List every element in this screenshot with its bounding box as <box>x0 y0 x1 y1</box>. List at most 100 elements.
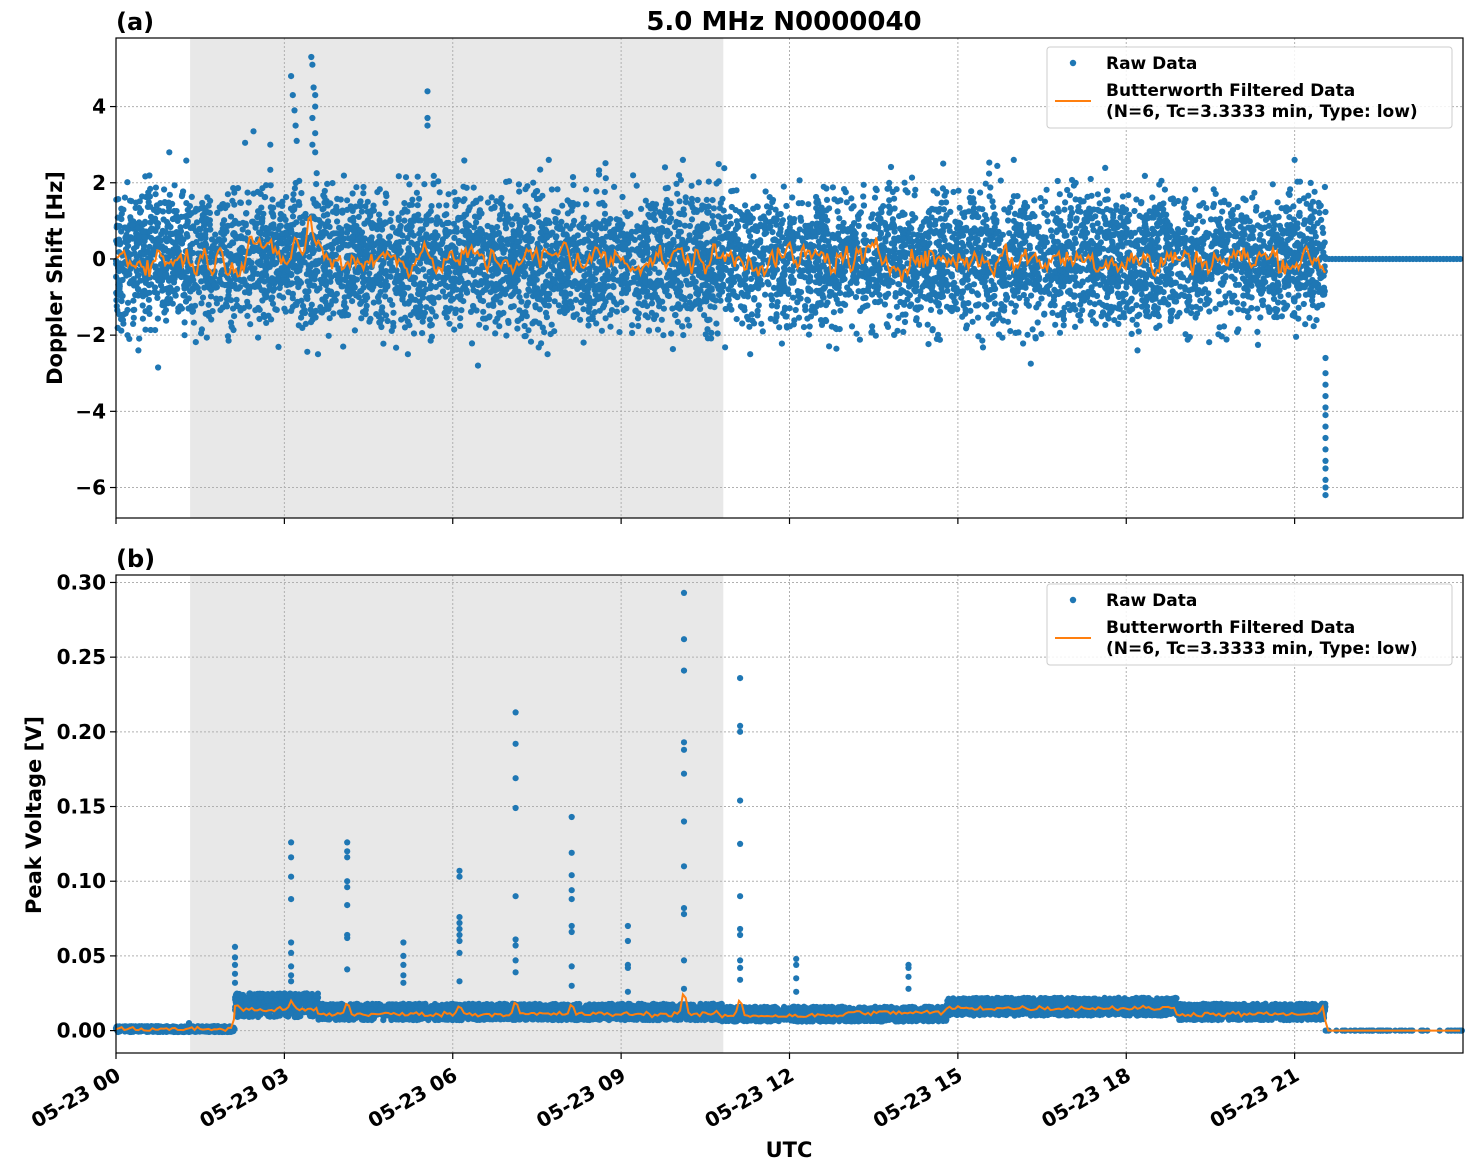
raw-data-point <box>871 194 879 201</box>
raw-data-point <box>321 194 328 201</box>
raw-data-point <box>1049 309 1056 316</box>
raw-data-point <box>239 226 246 233</box>
raw-data-point <box>618 299 625 306</box>
raw-data-point <box>1228 273 1235 280</box>
raw-data-point <box>1099 309 1107 316</box>
raw-data-point <box>782 313 789 320</box>
raw-data-point <box>548 186 556 193</box>
raw-data-point <box>366 279 373 286</box>
raw-data-point <box>277 216 284 223</box>
raw-data-point <box>298 190 305 197</box>
raw-data-point <box>1073 217 1080 224</box>
raw-data-point <box>1257 231 1264 238</box>
raw-data-point <box>1321 183 1328 191</box>
raw-data-point <box>1032 286 1039 293</box>
raw-data-point <box>1089 309 1096 316</box>
raw-data-point <box>602 160 609 167</box>
raw-data-point <box>1056 329 1064 336</box>
raw-data-point <box>154 294 161 301</box>
raw-data-point <box>645 327 653 334</box>
raw-data-point <box>786 305 793 312</box>
raw-data-point <box>289 291 296 298</box>
raw-data-point <box>1062 276 1069 283</box>
raw-data-point <box>1043 186 1050 193</box>
raw-data-point <box>705 209 712 216</box>
raw-data-point <box>1197 297 1204 304</box>
raw-data-point <box>183 200 190 207</box>
raw-data-point <box>291 203 298 210</box>
raw-data-point <box>943 212 950 219</box>
raw-data-point <box>703 196 710 203</box>
raw-data-point <box>779 271 786 278</box>
raw-data-point <box>1192 186 1199 193</box>
raw-data-point <box>860 295 867 302</box>
raw-data-point <box>955 187 962 194</box>
raw-data-point <box>188 193 195 200</box>
raw-data-point <box>1319 224 1326 231</box>
raw-data-point <box>468 340 476 347</box>
raw-data-point <box>198 330 205 337</box>
raw-data-point <box>124 299 132 306</box>
raw-data-point <box>493 280 500 288</box>
raw-data-point <box>163 317 170 324</box>
raw-data-point <box>245 199 252 206</box>
raw-data-point <box>340 172 347 179</box>
raw-data-point <box>673 180 680 187</box>
raw-data-point <box>593 320 600 327</box>
raw-data-point <box>262 224 269 232</box>
raw-data-point <box>273 306 280 313</box>
raw-data-point <box>382 268 390 275</box>
raw-data-point <box>142 173 149 180</box>
raw-data-point <box>1119 204 1126 211</box>
raw-data-point <box>765 209 772 216</box>
raw-data-point <box>1242 197 1249 204</box>
raw-data-point <box>748 238 755 246</box>
raw-data-point <box>198 300 205 307</box>
raw-data-point <box>192 339 199 346</box>
raw-data-point <box>395 173 402 180</box>
raw-data-point <box>1188 220 1195 228</box>
raw-data-point <box>1052 321 1059 328</box>
raw-data-point <box>1054 205 1061 212</box>
raw-data-point <box>224 191 231 198</box>
raw-data-point <box>1278 313 1285 320</box>
raw-data-point <box>1066 307 1074 314</box>
raw-data-point <box>860 193 867 200</box>
raw-data-point <box>118 228 125 235</box>
raw-data-point <box>1258 212 1265 219</box>
raw-data-point <box>1149 296 1156 303</box>
raw-data-point <box>1316 209 1323 216</box>
raw-data-point <box>677 176 685 183</box>
raw-data-point <box>1215 288 1222 295</box>
raw-data-point <box>244 189 251 196</box>
raw-data-point <box>872 185 879 192</box>
raw-data-point <box>1064 288 1072 295</box>
raw-data-point <box>733 316 740 323</box>
raw-data-point <box>1014 193 1021 200</box>
raw-data-point <box>749 317 756 324</box>
raw-data-point <box>1104 196 1111 203</box>
raw-data-point <box>1265 304 1272 311</box>
raw-data-point <box>189 249 197 257</box>
raw-data-point <box>991 211 998 218</box>
raw-data-point <box>798 200 806 207</box>
raw-data-point <box>333 203 340 210</box>
raw-data-point <box>776 324 783 331</box>
raw-data-point <box>772 317 779 325</box>
raw-data-point <box>113 222 120 229</box>
raw-data-point <box>350 274 357 281</box>
raw-data-point <box>778 340 786 347</box>
raw-data-point <box>426 316 433 323</box>
raw-data-point <box>1042 276 1049 283</box>
raw-data-point <box>826 205 833 212</box>
raw-data-point <box>598 327 606 334</box>
raw-data-point <box>1320 285 1327 292</box>
raw-data-point <box>708 335 715 342</box>
raw-data-point <box>1038 330 1045 337</box>
raw-data-point <box>548 321 555 328</box>
raw-data-point <box>183 157 190 164</box>
raw-data-point <box>360 183 367 191</box>
raw-data-point <box>193 219 201 226</box>
raw-data-point <box>721 165 728 172</box>
raw-data-point <box>313 170 320 177</box>
